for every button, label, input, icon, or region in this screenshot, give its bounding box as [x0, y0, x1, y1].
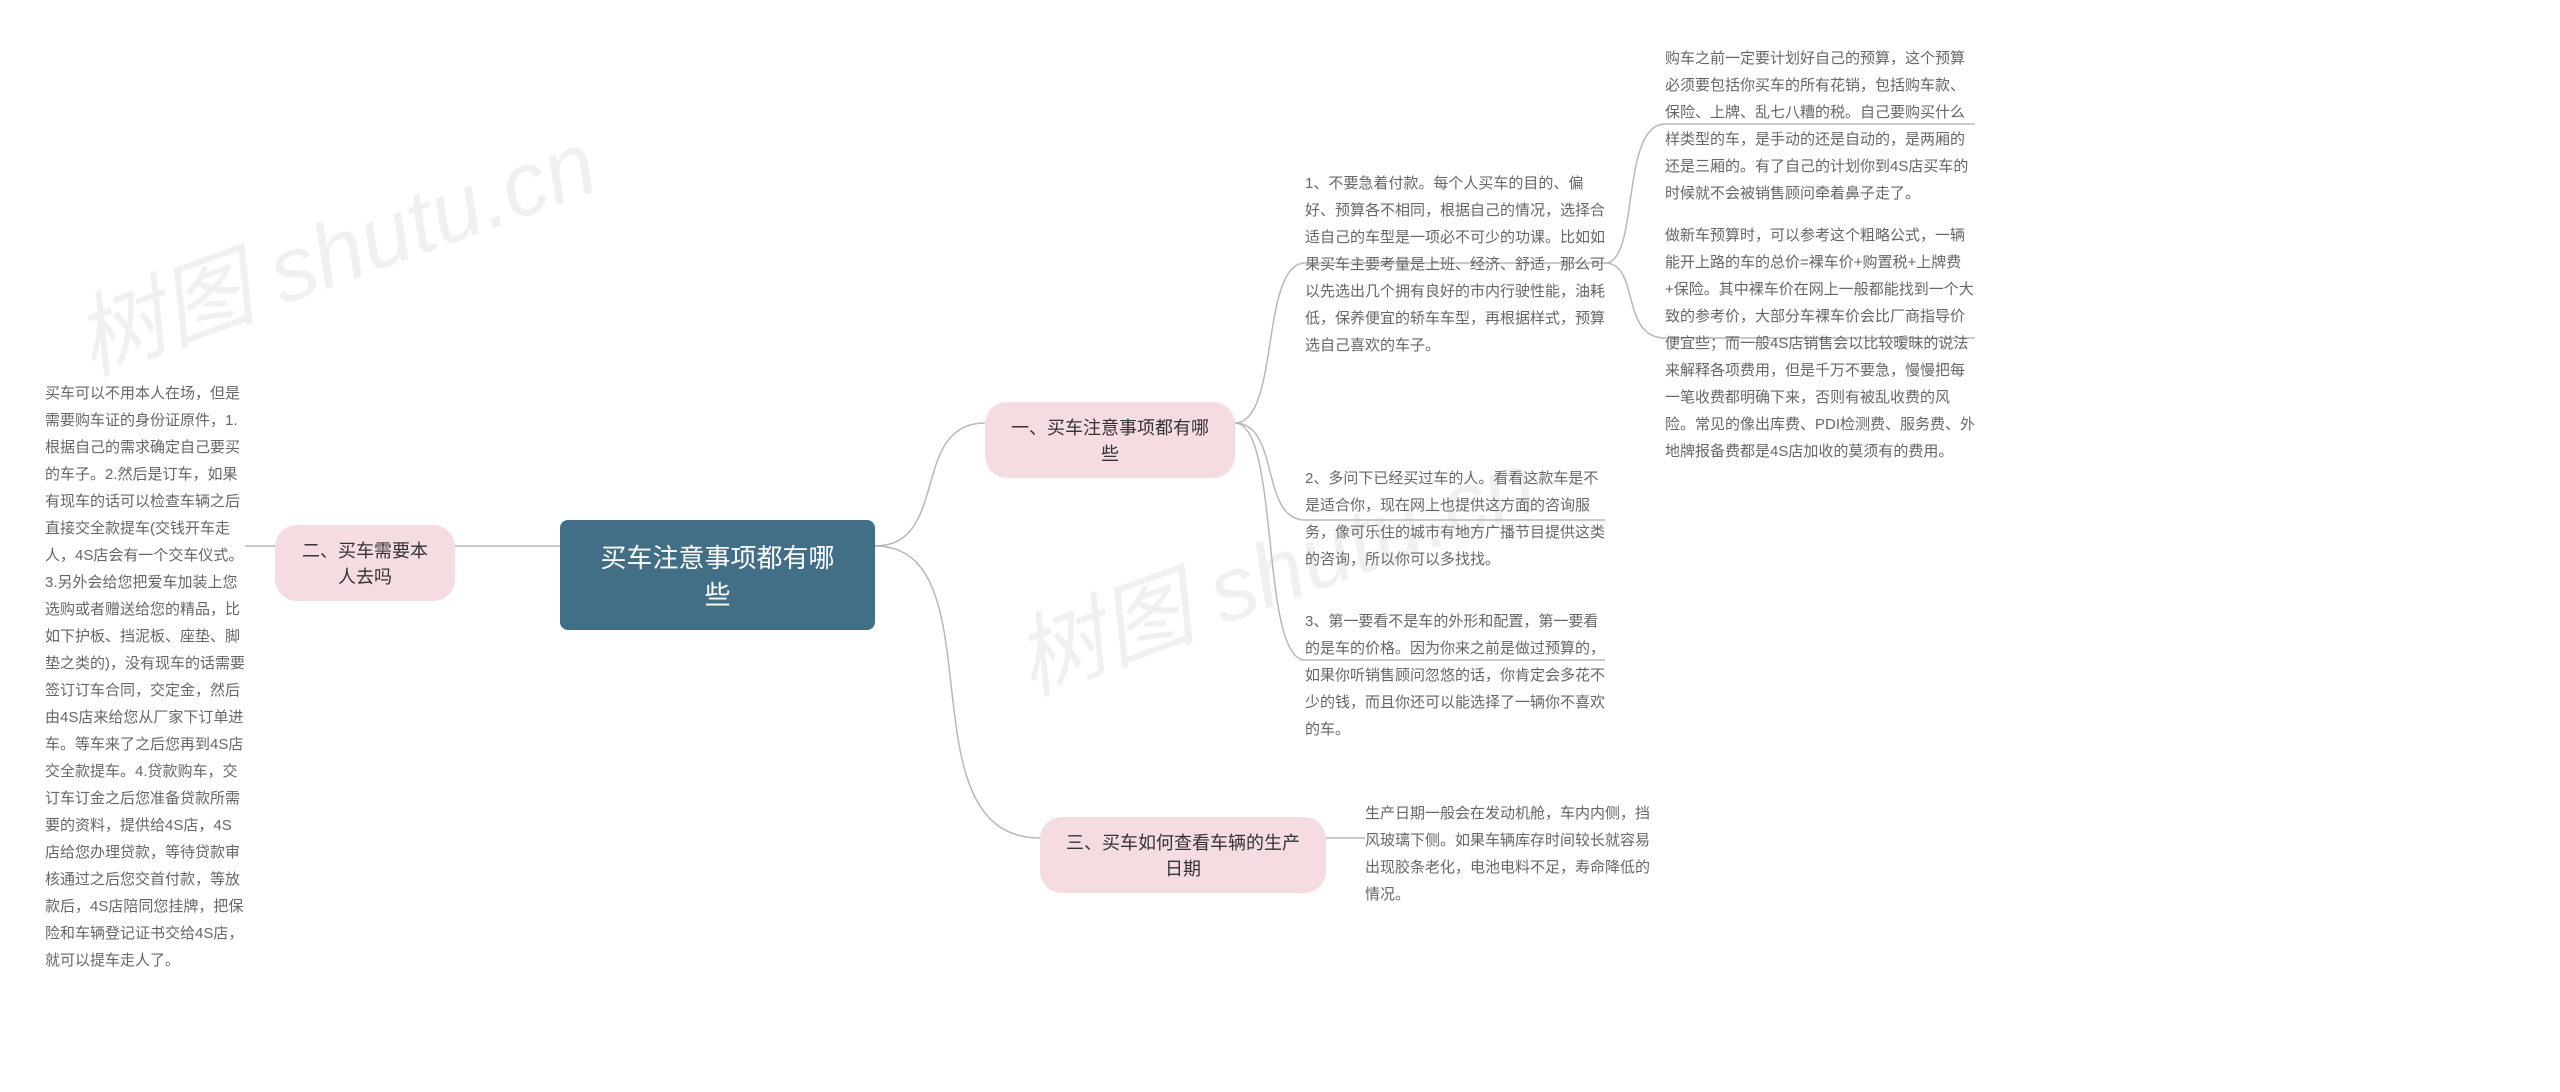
root-node: 买车注意事项都有哪些: [560, 520, 875, 630]
leaf-two-1-text: 买车可以不用本人在场，但是需要购车证的身份证原件，1.根据自己的需求确定自己要买…: [45, 380, 245, 974]
leaf-one-1: 1、不要急着付款。每个人买车的目的、偏好、预算各不相同，根据自己的情况，选择合适…: [1305, 170, 1605, 359]
leaf-one-1-a: 购车之前一定要计划好自己的预算，这个预算必须要包括你买车的所有花销，包括购车款、…: [1665, 45, 1975, 207]
leaf-one-1-text: 1、不要急着付款。每个人买车的目的、偏好、预算各不相同，根据自己的情况，选择合适…: [1305, 170, 1605, 359]
root-label: 买车注意事项都有哪些: [588, 538, 847, 612]
leaf-one-1-b: 做新车预算时，可以参考这个粗略公式，一辆能开上路的车的总价=裸车价+购置税+上牌…: [1665, 222, 1975, 465]
branch-three-label: 三、买车如何查看车辆的生产日期: [1062, 829, 1304, 881]
leaf-two-1: 买车可以不用本人在场，但是需要购车证的身份证原件，1.根据自己的需求确定自己要买…: [45, 380, 245, 974]
leaf-three-1-text: 生产日期一般会在发动机舱，车内内侧，挡风玻璃下侧。如果车辆库存时间较长就容易出现…: [1365, 800, 1655, 908]
branch-two-label: 二、买车需要本人去吗: [297, 537, 433, 589]
leaf-one-3: 3、第一要看不是车的外形和配置，第一要看的是车的价格。因为你来之前是做过预算的，…: [1305, 608, 1605, 743]
branch-one-label: 一、买车注意事项都有哪些: [1007, 414, 1213, 466]
leaf-one-1-a-text: 购车之前一定要计划好自己的预算，这个预算必须要包括你买车的所有花销，包括购车款、…: [1665, 45, 1975, 207]
branch-one: 一、买车注意事项都有哪些: [985, 402, 1235, 478]
leaf-one-3-text: 3、第一要看不是车的外形和配置，第一要看的是车的价格。因为你来之前是做过预算的，…: [1305, 608, 1605, 743]
leaf-one-1-b-text: 做新车预算时，可以参考这个粗略公式，一辆能开上路的车的总价=裸车价+购置税+上牌…: [1665, 222, 1975, 465]
leaf-three-1: 生产日期一般会在发动机舱，车内内侧，挡风玻璃下侧。如果车辆库存时间较长就容易出现…: [1365, 800, 1655, 908]
branch-two: 二、买车需要本人去吗: [275, 525, 455, 601]
leaf-one-2-text: 2、多问下已经买过车的人。看看这款车是不是适合你，现在网上也提供这方面的咨询服务…: [1305, 465, 1605, 573]
leaf-one-2: 2、多问下已经买过车的人。看看这款车是不是适合你，现在网上也提供这方面的咨询服务…: [1305, 465, 1605, 573]
branch-three: 三、买车如何查看车辆的生产日期: [1040, 817, 1326, 893]
watermark-1: 树图 shutu.cn: [54, 91, 611, 400]
